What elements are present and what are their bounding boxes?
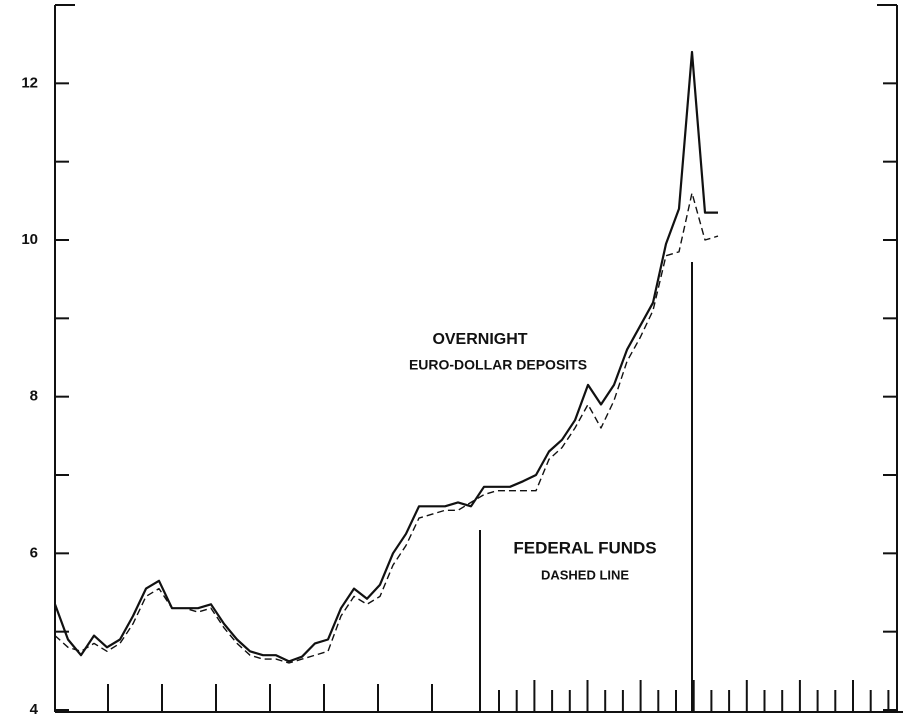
y-tick-label: 10 xyxy=(21,231,38,248)
annotation: FEDERAL FUNDS xyxy=(513,538,656,557)
y-tick-label: 8 xyxy=(30,388,38,405)
annotation: EURO-DOLLAR DEPOSITS xyxy=(409,357,587,373)
annotation: OVERNIGHT xyxy=(432,331,527,348)
dashed-line xyxy=(54,192,719,664)
y-tick-label: 12 xyxy=(21,74,38,91)
solid-line xyxy=(53,50,718,663)
annotation: DASHED LINE xyxy=(541,567,629,582)
y-tick-label: 4 xyxy=(30,701,39,718)
y-tick-label: 6 xyxy=(30,544,38,561)
